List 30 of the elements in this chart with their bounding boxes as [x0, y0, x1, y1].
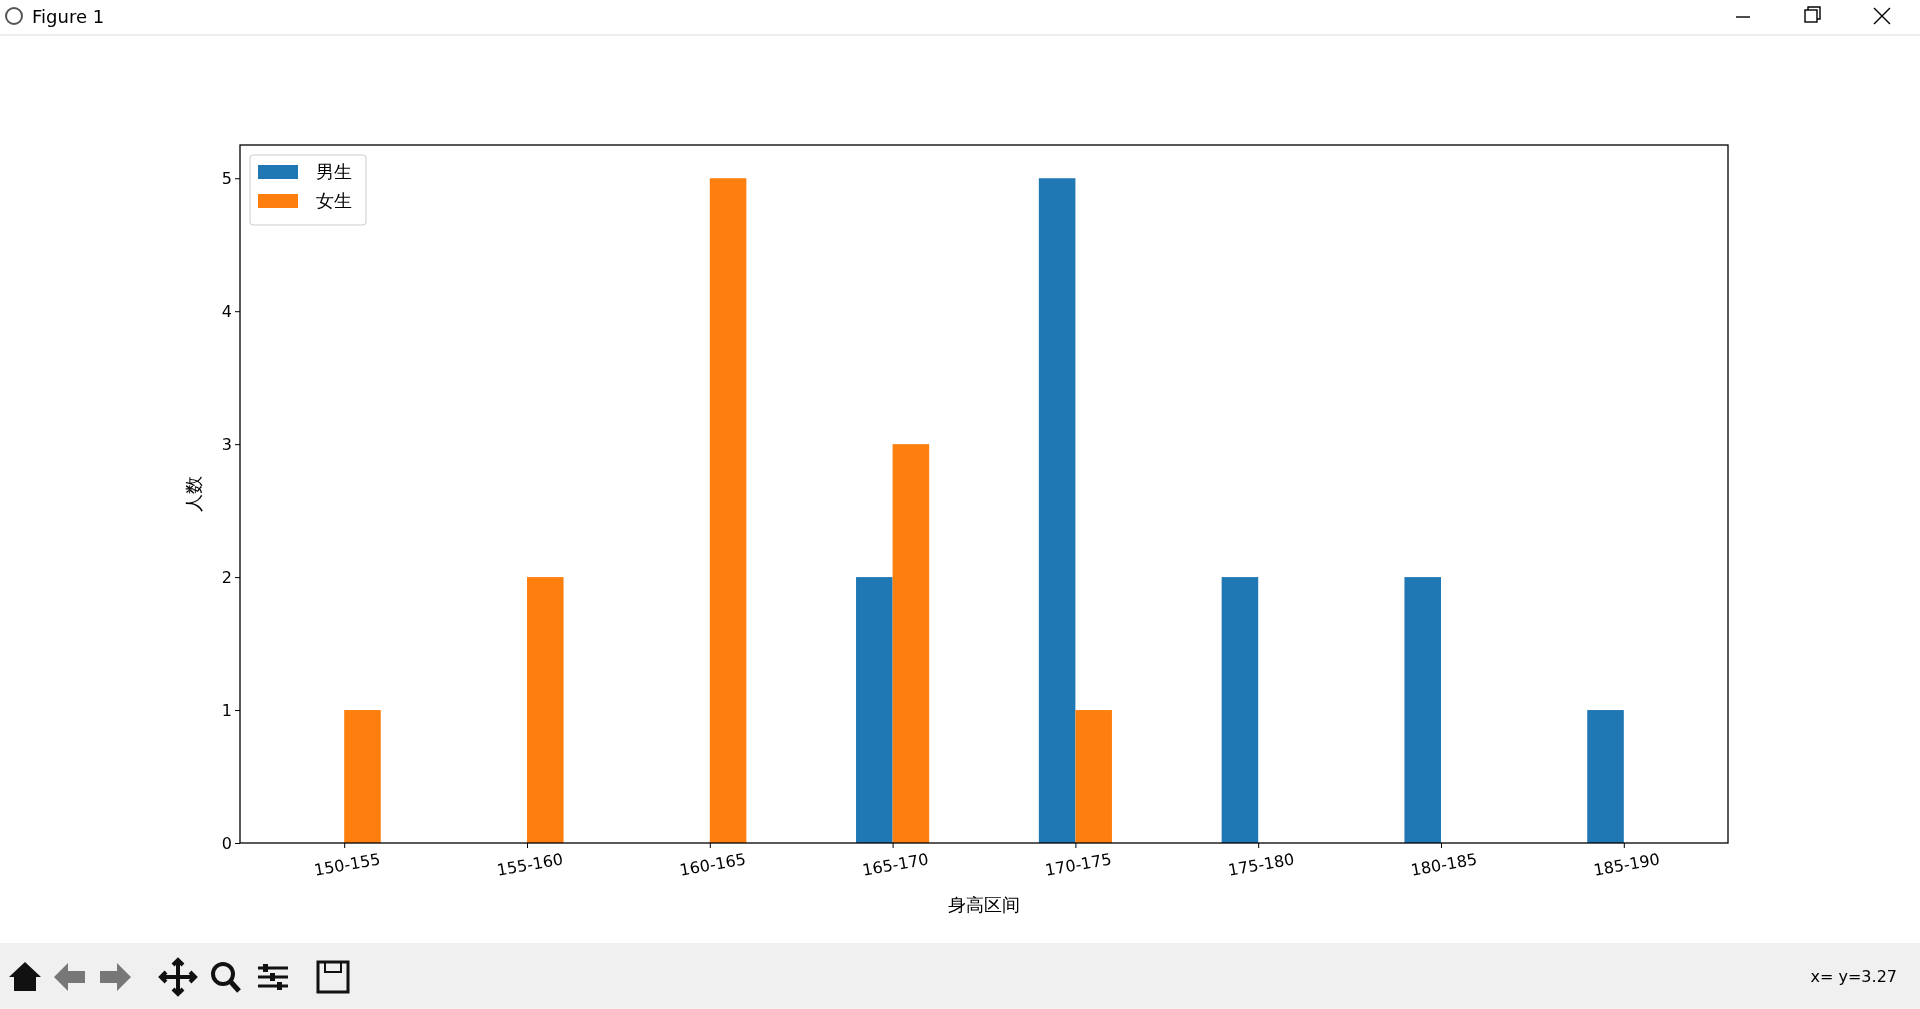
- x-axis-title: 身高区间: [948, 894, 1020, 915]
- text: x= y=3.27: [1810, 967, 1897, 986]
- y-tick-label: 5: [221, 168, 232, 188]
- bar: [1587, 710, 1624, 843]
- x-tick-label: 170-175: [1043, 849, 1113, 880]
- y-tick-label: 2: [221, 567, 232, 587]
- bar: [892, 444, 930, 843]
- caption: Figure 1: [32, 6, 105, 27]
- bar: [1404, 577, 1441, 843]
- y-tick-label: 0: [221, 833, 232, 853]
- legend-label: 女生: [316, 190, 352, 211]
- x-tick-label: 165-170: [860, 849, 931, 880]
- x-tick-label: 175-180: [1226, 849, 1296, 880]
- y-tick-label: 1: [221, 700, 232, 720]
- legend-label: 男生: [316, 161, 352, 182]
- x-tick-label: 155-160: [495, 849, 565, 880]
- bar: [856, 577, 893, 843]
- bar: [527, 577, 564, 843]
- x-tick-label: 160-165: [678, 849, 748, 880]
- bar: [1221, 577, 1259, 843]
- y-axis-title: 人数: [183, 476, 204, 512]
- bar: [1075, 710, 1112, 843]
- y-tick-label: 4: [221, 301, 232, 321]
- bar: [709, 178, 747, 843]
- x-tick-label: 150-155: [312, 849, 382, 880]
- x-tick-label: 180-185: [1409, 849, 1479, 880]
- bar: [1038, 178, 1076, 843]
- bar: [344, 710, 381, 843]
- y-tick-label: 3: [221, 434, 232, 454]
- x-tick-label: 185-190: [1592, 849, 1662, 880]
